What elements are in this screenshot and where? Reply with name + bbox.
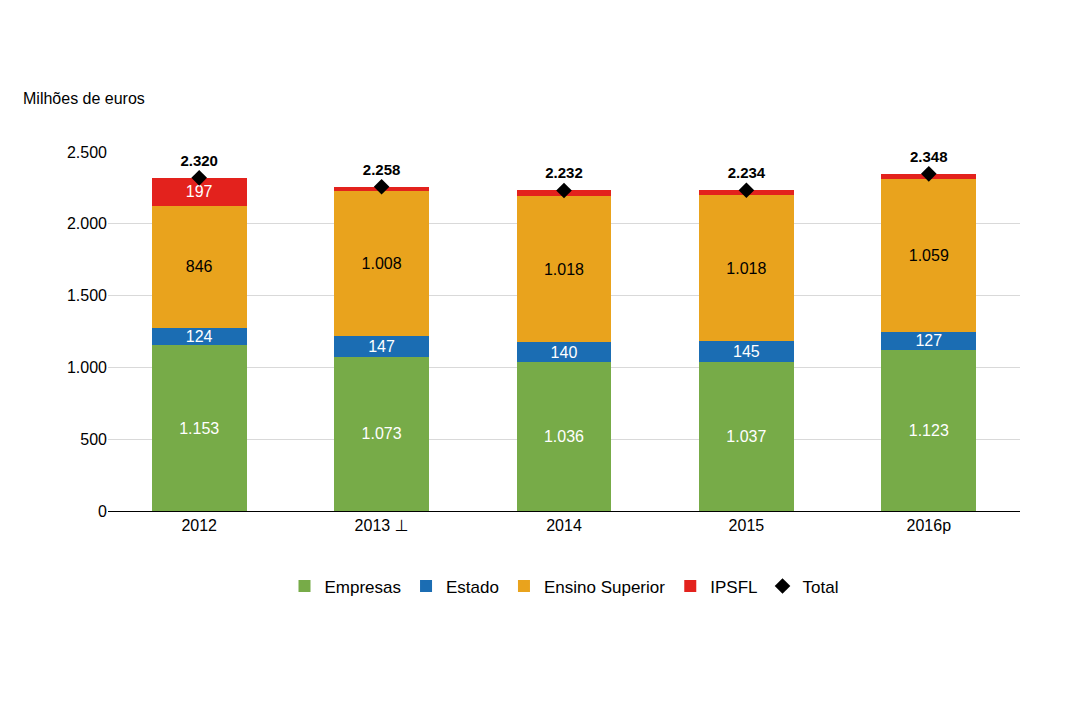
- svg-text:846: 846: [186, 258, 213, 275]
- svg-text:2.348: 2.348: [910, 148, 948, 165]
- svg-text:Estado: Estado: [446, 578, 499, 597]
- svg-text:1.000: 1.000: [67, 359, 107, 376]
- svg-text:2013 ⊥: 2013 ⊥: [355, 517, 409, 534]
- svg-text:2.234: 2.234: [728, 164, 766, 181]
- svg-text:147: 147: [368, 338, 395, 355]
- svg-text:Empresas: Empresas: [325, 578, 402, 597]
- svg-text:Ensino Superior: Ensino Superior: [544, 578, 665, 597]
- svg-text:2016p: 2016p: [907, 517, 952, 534]
- svg-text:1.018: 1.018: [544, 261, 584, 278]
- svg-text:Total: Total: [803, 578, 839, 597]
- svg-text:2014: 2014: [546, 517, 582, 534]
- svg-text:2.000: 2.000: [67, 215, 107, 232]
- svg-text:2.258: 2.258: [363, 161, 401, 178]
- svg-text:145: 145: [733, 343, 760, 360]
- svg-text:124: 124: [186, 328, 213, 345]
- svg-text:1.500: 1.500: [67, 287, 107, 304]
- svg-text:2.500: 2.500: [67, 144, 107, 161]
- svg-text:0: 0: [98, 503, 107, 520]
- svg-text:1.123: 1.123: [909, 422, 949, 439]
- svg-text:1.059: 1.059: [909, 247, 949, 264]
- svg-text:500: 500: [80, 431, 107, 448]
- svg-text:1.036: 1.036: [544, 428, 584, 445]
- svg-text:1.018: 1.018: [726, 260, 766, 277]
- svg-text:197: 197: [186, 183, 213, 200]
- svg-text:2015: 2015: [729, 517, 765, 534]
- svg-text:1.008: 1.008: [362, 255, 402, 272]
- svg-text:IPSFL: IPSFL: [710, 578, 757, 597]
- svg-text:2012: 2012: [181, 517, 217, 534]
- svg-text:2.320: 2.320: [180, 152, 218, 169]
- svg-text:1.153: 1.153: [179, 420, 219, 437]
- svg-text:1.037: 1.037: [726, 428, 766, 445]
- svg-text:2.232: 2.232: [545, 164, 583, 181]
- svg-text:Milhões de euros: Milhões de euros: [23, 90, 145, 107]
- svg-text:127: 127: [915, 332, 942, 349]
- svg-text:1.073: 1.073: [362, 425, 402, 442]
- svg-text:140: 140: [551, 344, 578, 361]
